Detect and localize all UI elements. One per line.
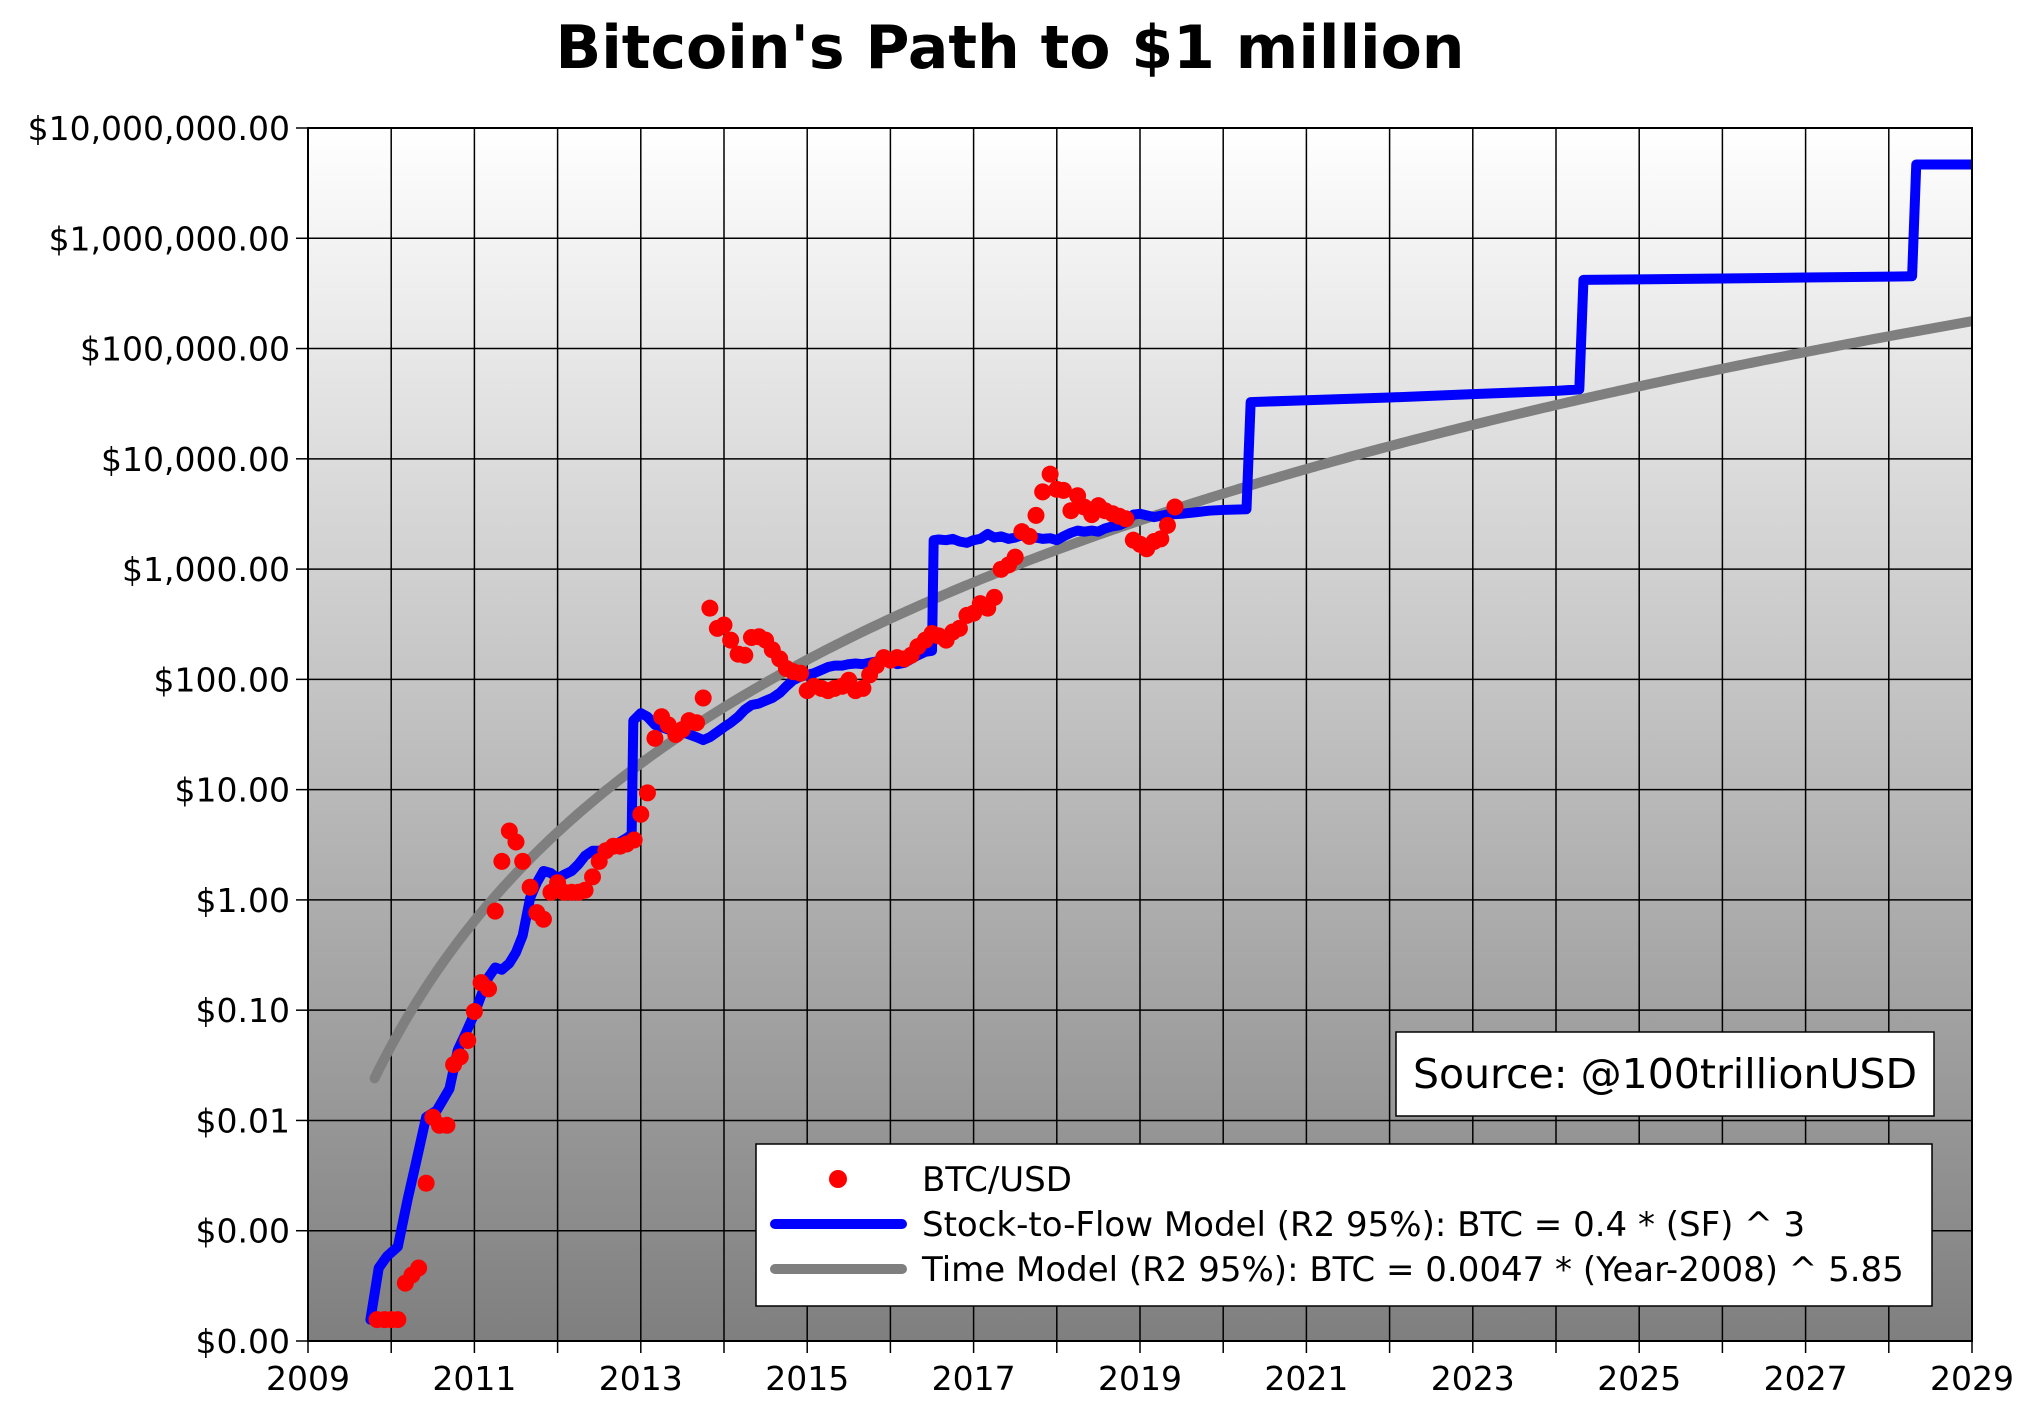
- btc-price-point: [646, 729, 664, 747]
- x-tick-label: 2021: [1264, 1359, 1348, 1398]
- btc-price-point: [410, 1259, 428, 1277]
- x-tick-label: 2011: [432, 1359, 516, 1398]
- btc-price-point: [534, 910, 552, 928]
- chart-title: Bitcoin's Path to $1 million: [555, 13, 1464, 83]
- btc-price-point: [521, 878, 539, 896]
- source-box: [1395, 1031, 1935, 1117]
- btc-price-point: [507, 833, 525, 851]
- x-tick-label: 2019: [1098, 1359, 1182, 1398]
- y-tick-label: $0.00: [196, 1212, 290, 1251]
- y-axis: $10,000,000.00 $1,000,000.00 $100,000.00 $1…: [28, 109, 308, 1361]
- legend-label-btc: BTC/USD: [922, 1160, 1072, 1200]
- btc-price-point: [1020, 527, 1038, 545]
- btc-price-point: [451, 1048, 469, 1066]
- btc-price-point: [625, 831, 643, 849]
- btc-price-point: [688, 714, 706, 732]
- btc-price-point: [465, 1003, 483, 1021]
- btc-price-point: [736, 646, 754, 664]
- btc-price-point: [1062, 502, 1080, 520]
- btc-price-point: [950, 619, 968, 637]
- btc-price-point: [438, 1116, 456, 1134]
- y-tick-label: $100.00: [154, 660, 290, 699]
- btc-price-point: [459, 1032, 477, 1050]
- plot-frame: [307, 127, 1973, 1342]
- btc-price-point: [480, 980, 498, 998]
- x-tick-label: 2025: [1597, 1359, 1681, 1398]
- btc-price-point: [576, 881, 594, 899]
- btc-price-point: [985, 588, 1003, 606]
- y-tick-label: $10.00: [175, 771, 290, 810]
- btc-price-point: [486, 902, 504, 920]
- btc-price-point: [584, 868, 602, 886]
- btc-price-point: [715, 616, 733, 634]
- y-tick-label: $10,000,000.00: [28, 109, 290, 148]
- btc-price-point: [722, 631, 740, 649]
- source-text: Source: @100trillionUSD: [1413, 1050, 1917, 1098]
- btc-price-point: [362, 1344, 379, 1361]
- y-tick-label: $1,000.00: [122, 550, 290, 589]
- btc-price-point: [1006, 548, 1024, 566]
- x-axis: 2009 2011 2013 2015 2017 2019 2021 2023 2025 2027…: [266, 1341, 2014, 1398]
- y-tick-label: $0.00: [196, 1322, 290, 1361]
- legend: BTC/USD Stock-to-Flow Model (R2 95%): BT…: [755, 1143, 1933, 1307]
- y-tick-label: $0.01: [196, 1101, 290, 1140]
- y-tick-label: $10,000.00: [101, 440, 290, 479]
- btc-price-point: [1158, 516, 1176, 534]
- y-tick-label: $100,000.00: [80, 330, 290, 369]
- btc-price-point: [632, 805, 650, 823]
- stock-to-flow-line: [365, 159, 1972, 1325]
- x-tick-label: 2013: [599, 1359, 683, 1398]
- btc-price-point: [1054, 481, 1072, 499]
- legend-label-time: Time Model (R2 95%): BTC = 0.0047 * (Yea…: [921, 1250, 1904, 1290]
- y-tick-label: $0.10: [196, 991, 290, 1030]
- btc-price-point: [514, 852, 532, 870]
- series-layer: [362, 159, 1972, 1361]
- legend-label-s2f: Stock-to-Flow Model (R2 95%): BTC = 0.4 …: [922, 1205, 1805, 1245]
- x-tick-label: 2023: [1431, 1359, 1515, 1398]
- btc-price-point: [854, 679, 872, 697]
- y-tick-label: $1,000,000.00: [49, 219, 290, 258]
- btc-price-point: [1034, 483, 1052, 501]
- btc-price-point: [638, 784, 656, 802]
- btc-price-point: [417, 1174, 435, 1192]
- y-tick-label: $1.00: [196, 881, 290, 920]
- x-tick-label: 2015: [765, 1359, 849, 1398]
- btc-price-point: [389, 1311, 407, 1329]
- btc-price-point: [1041, 465, 1059, 483]
- btc-price-point: [493, 852, 511, 870]
- legend-box: [755, 1143, 1933, 1307]
- btc-price-point: [1117, 510, 1135, 528]
- x-tick-label: 2009: [266, 1359, 350, 1398]
- source-annotation: Source: @100trillionUSD: [1395, 1031, 1935, 1117]
- btc-price-point: [792, 664, 810, 682]
- btc-price-point: [694, 689, 712, 707]
- legend-marker-btc: [829, 1170, 847, 1188]
- btc-price-point: [1152, 530, 1170, 548]
- x-tick-label: 2017: [932, 1359, 1016, 1398]
- x-tick-label: 2027: [1764, 1359, 1848, 1398]
- x-tick-label: 2029: [1930, 1359, 2014, 1398]
- btc-price-point: [1027, 506, 1045, 524]
- btc-price-point: [1166, 498, 1184, 516]
- btc-price-point: [701, 599, 719, 617]
